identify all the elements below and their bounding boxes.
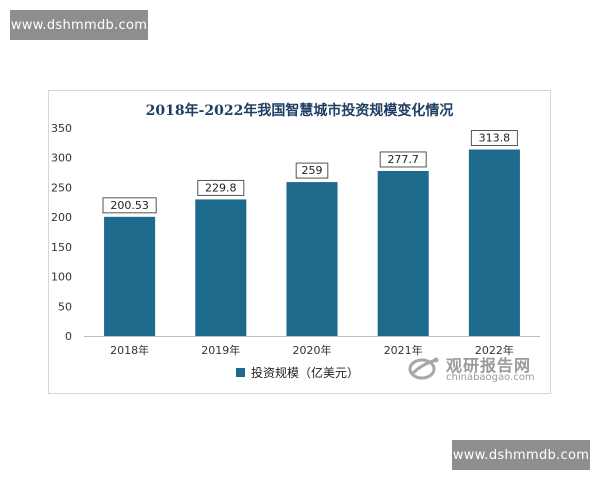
watermark-bottom: www.dshmmdb.com [452, 440, 590, 470]
data-label-box [470, 130, 518, 147]
x-tick-label: 2018年 [110, 343, 149, 357]
legend-swatch [236, 368, 245, 377]
bar [468, 149, 520, 336]
data-label: 200.53 [110, 199, 149, 212]
y-tick-label: 50 [58, 300, 72, 313]
y-tick-label: 200 [51, 211, 72, 224]
brand-logo-icon [408, 357, 439, 380]
x-tick-label: 2022年 [475, 343, 514, 357]
legend-label: 投资规模（亿美元） [251, 365, 359, 380]
data-label: 277.7 [387, 153, 419, 166]
data-label-box [379, 151, 427, 168]
bar [286, 182, 338, 336]
y-tick-label: 300 [51, 152, 72, 165]
brand-watermark: 观研报告网 chinabaogao.com [408, 352, 548, 386]
watermark-top: www.dshmmdb.com [10, 10, 148, 40]
x-tick-label: 2020年 [293, 343, 332, 357]
data-label: 313.8 [479, 132, 511, 145]
x-tick-label: 2021年 [384, 343, 423, 357]
y-tick-label: 0 [65, 330, 72, 343]
brand-name-en: chinabaogao.com [446, 372, 535, 383]
brand-name-cn: 观研报告网 [446, 356, 532, 375]
data-label: 259 [302, 164, 323, 177]
data-label-box [197, 179, 245, 196]
bar [195, 199, 247, 336]
data-label-box [102, 197, 157, 214]
data-label-box [295, 162, 329, 179]
data-label: 229.8 [205, 181, 237, 194]
y-tick-label: 150 [51, 241, 72, 254]
y-tick-label: 350 [51, 122, 72, 135]
chart-title: 2018年-2022年我国智慧城市投资规模变化情况 [145, 103, 454, 119]
y-tick-label: 250 [51, 181, 72, 194]
bar [104, 216, 156, 336]
x-tick-label: 2019年 [201, 343, 240, 357]
bar [377, 170, 429, 336]
y-tick-label: 100 [51, 271, 72, 284]
